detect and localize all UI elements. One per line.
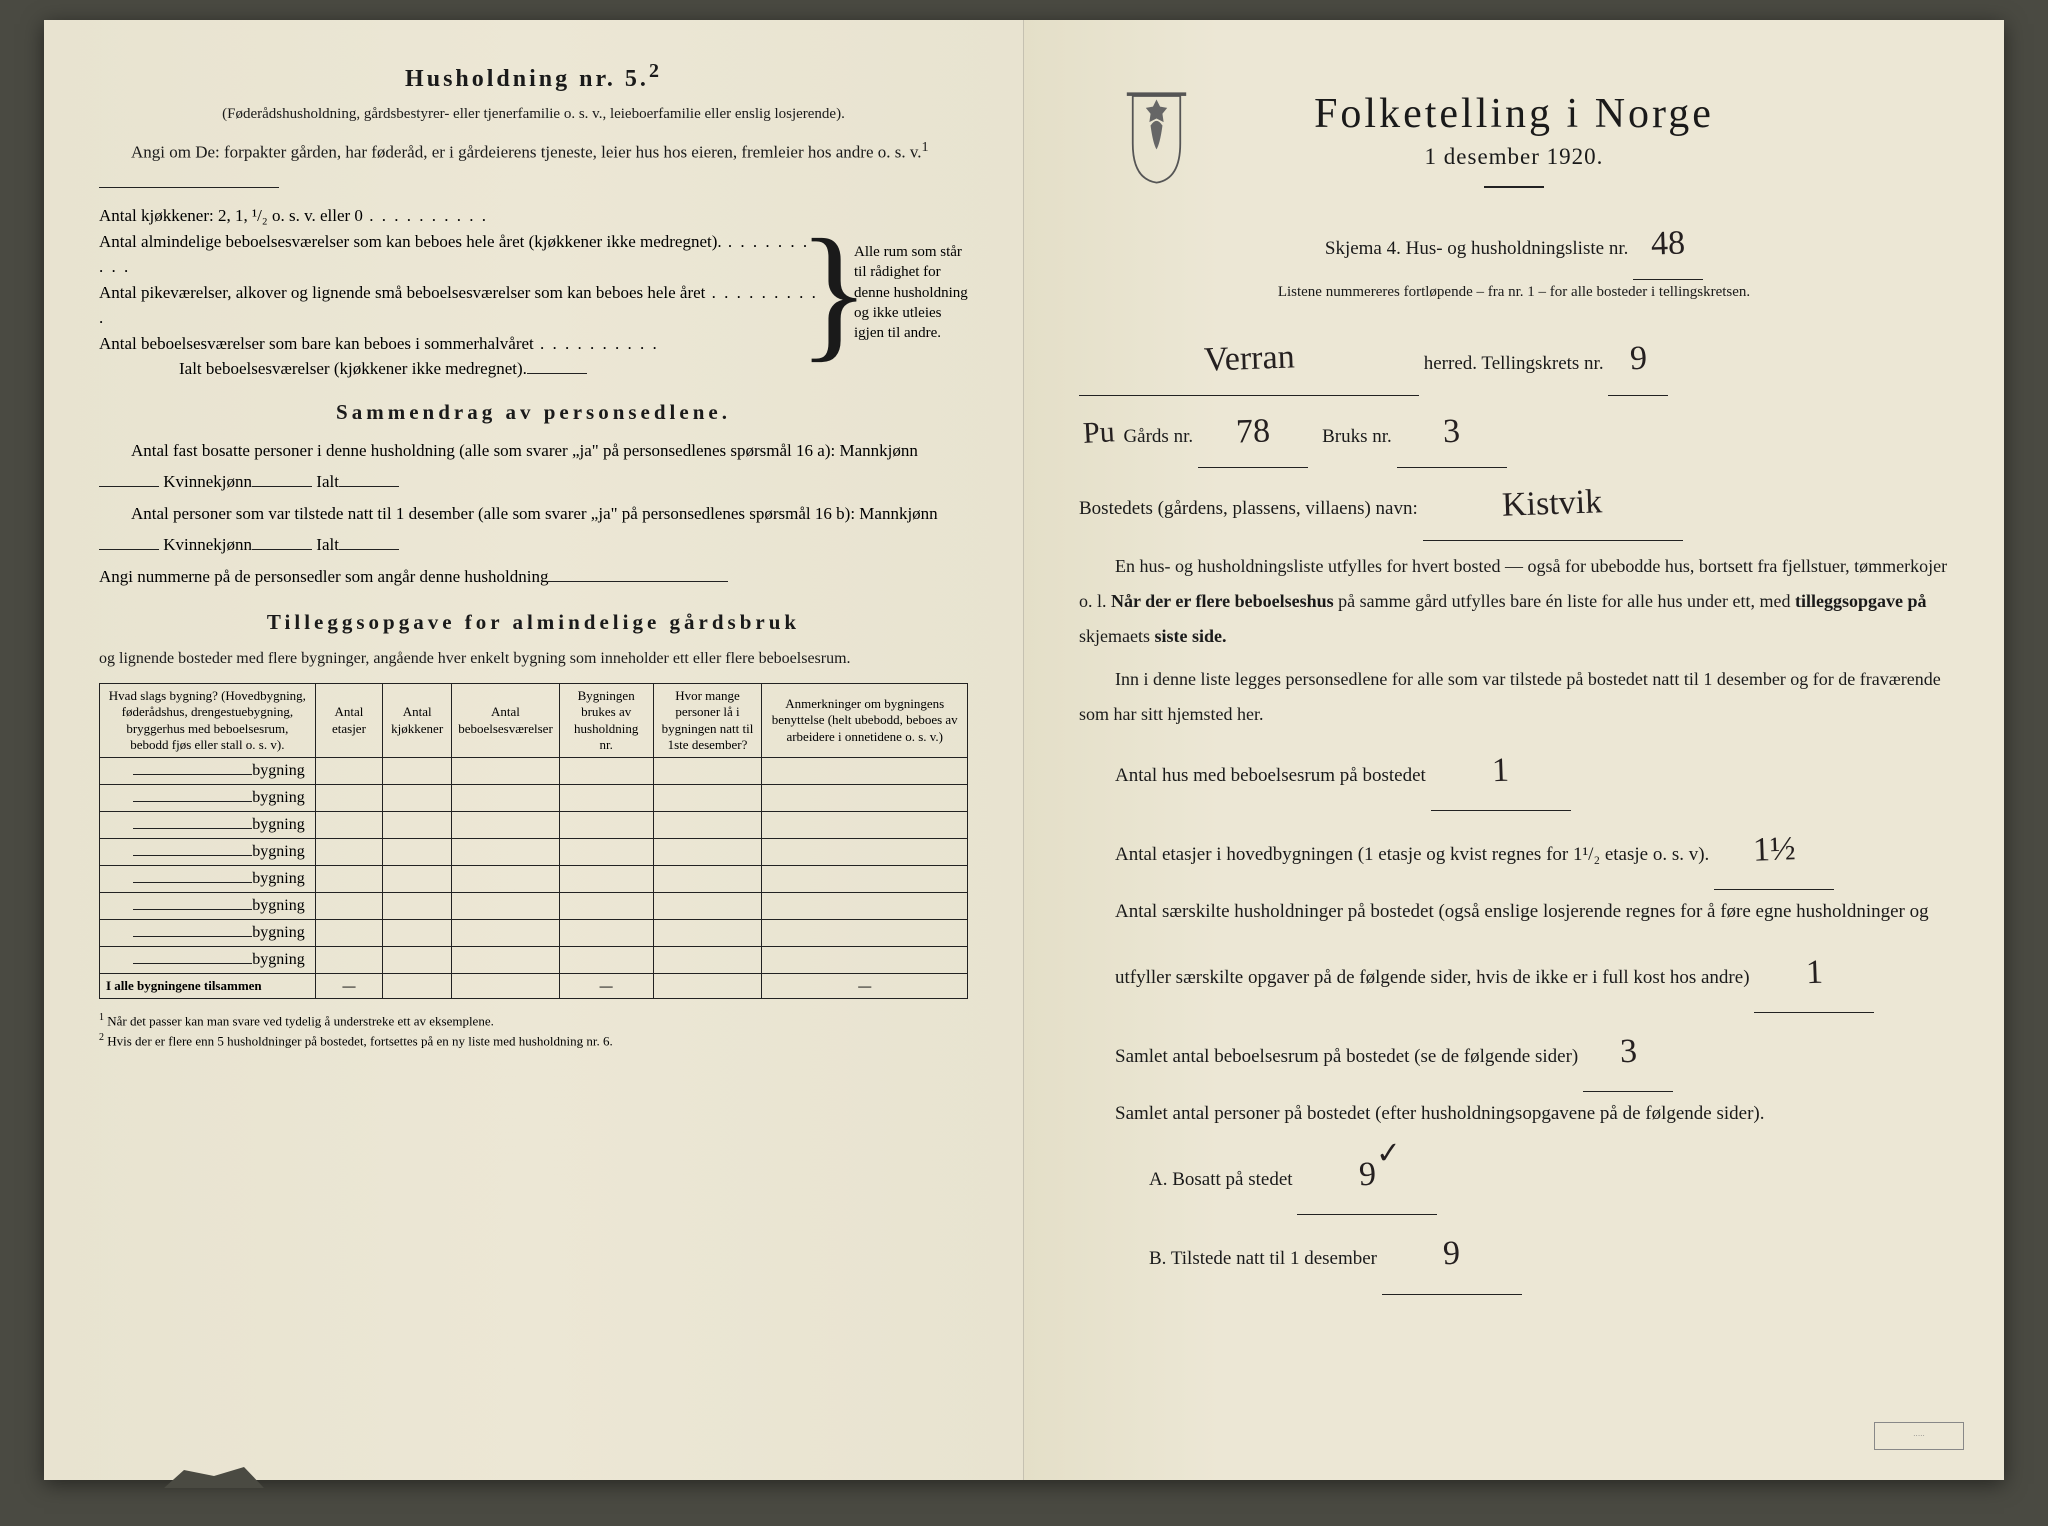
herred-line: Verran herred. Tellingskrets nr. 9 (1079, 323, 1949, 395)
a1-value: 1 (1485, 732, 1517, 811)
q5-line: Samlet antal personer på bostedet (efter… (1115, 1092, 1949, 1136)
bosted-line: Bostedets (gårdens, plassens, villaens) … (1079, 468, 1949, 540)
s-angi: Angi nummerne på de personsedler som ang… (99, 561, 968, 592)
gards-value: 78 (1229, 395, 1277, 468)
table-row: bygning (100, 785, 968, 812)
s-line2: Antal personer som var tilstede natt til… (99, 498, 968, 561)
title-rule (1484, 186, 1544, 188)
h5-title-text: Husholdning nr. 5. (405, 66, 649, 92)
aB-value: 9 (1436, 1215, 1468, 1294)
liste-note: Listene nummereres fortløpende – fra nr.… (1079, 284, 1949, 301)
q3-line: Antal særskilte husholdninger på bostede… (1115, 890, 1949, 1013)
s-line1: Antal fast bosatte personer i denne hush… (99, 435, 968, 498)
tillegg-title: Tilleggsopgave for almindelige gårdsbruk (99, 610, 968, 635)
bruks-value: 3 (1436, 395, 1467, 467)
aA-check: ✓ (1370, 1118, 1407, 1189)
table-row: bygning (100, 839, 968, 866)
alm-line: Antal almindelige beboelsesværelser som … (99, 229, 820, 280)
footnote-1: Når det passer kan man svare ved tydelig… (107, 1013, 494, 1028)
th-6: Anmerkninger om bygningens benyttelse (h… (762, 684, 968, 758)
q4-line: Samlet antal beboelsesrum på bostedet (s… (1115, 1013, 1949, 1092)
sommer-line: Antal beboelsesværelser som bare kan beb… (99, 331, 820, 357)
bosted-value: Kistvik (1495, 466, 1610, 541)
th-3: Antal beboelsesværelser (452, 684, 560, 758)
table-row: bygning (100, 947, 968, 974)
coat-of-arms-icon (1119, 90, 1194, 185)
table-total-row: I alle bygningene tilsammen——— (100, 974, 968, 999)
page-tear (164, 1458, 264, 1488)
table-row: bygning (100, 866, 968, 893)
angi-fill (99, 187, 279, 188)
h5-title: Husholdning nr. 5.2 (99, 60, 968, 93)
th-1: Antal etasjer (315, 684, 382, 758)
angi-line: Angi om De: forpakter gården, har føderå… (99, 135, 968, 197)
qA-line: A. Bosatt på stedet 9 ✓ (1149, 1136, 1949, 1215)
prefix-value: Pu (1077, 400, 1120, 465)
angi-text: Angi om De: forpakter gården, har føderå… (131, 143, 922, 162)
gards-line: Pu Gårds nr. 78 Bruks nr. 3 (1079, 396, 1949, 468)
printer-stamp: ····· (1874, 1422, 1964, 1450)
th-5: Hvor mange personer lå i bygningen natt … (653, 684, 762, 758)
h5-sup: 2 (649, 60, 662, 82)
table-header-row: Hvad slags bygning? (Hovedbygning, føder… (100, 684, 968, 758)
kjokken-line: Antal kjøkkener: 2, 1, ¹/₂ o. s. v. elle… (99, 203, 820, 229)
table-row: bygning (100, 758, 968, 785)
header-block: Folketelling i Norge 1 desember 1920. (1079, 90, 1949, 188)
th-0: Hvad slags bygning? (Hovedbygning, føder… (100, 684, 316, 758)
a3-value: 1 (1798, 934, 1830, 1013)
table-row: bygning (100, 893, 968, 920)
brace-note: Alle rum som står til rådighet for denne… (848, 203, 968, 382)
right-page: Folketelling i Norge 1 desember 1920. Sk… (1024, 20, 2004, 1480)
qB-line: B. Tilstede natt til 1 desember 9 (1149, 1215, 1949, 1294)
footnotes: 1 Når det passer kan man svare ved tydel… (99, 1011, 968, 1050)
main-title: Folketelling i Norge (1079, 90, 1949, 138)
para-2: Inn i denne liste legges personsedlene f… (1079, 662, 1949, 732)
left-page: Husholdning nr. 5.2 (Føderådshusholdning… (44, 20, 1024, 1480)
h5-subtitle: (Føderådshusholdning, gårdsbestyrer- ell… (99, 101, 968, 127)
angi-sup: 1 (922, 139, 929, 155)
ialt-line: Ialt beboelsesværelser (kjøkkener ikke m… (99, 356, 820, 382)
a2-value: 1½ (1745, 810, 1802, 890)
skjema-line: Skjema 4. Hus- og husholdningsliste nr. … (1079, 208, 1949, 280)
document-spread: Husholdning nr. 5.2 (Føderådshusholdning… (44, 20, 2004, 1480)
th-2: Antal kjøkkener (383, 684, 452, 758)
liste-nr-value: 48 (1644, 207, 1692, 280)
table-row: bygning (100, 812, 968, 839)
tillegg-sub: og lignende bosteder med flere bygninger… (99, 645, 968, 673)
ialt-fill (527, 373, 587, 374)
herred-value: Verran (1196, 322, 1301, 397)
brace-block: Antal kjøkkener: 2, 1, ¹/₂ o. s. v. elle… (99, 203, 968, 382)
footnote-2: Hvis der er flere enn 5 husholdninger på… (107, 1033, 612, 1048)
q1-line: Antal hus med beboelsesrum på bostedet 1 (1115, 732, 1949, 811)
brace-left: Antal kjøkkener: 2, 1, ¹/₂ o. s. v. elle… (99, 203, 820, 382)
krets-value: 9 (1623, 323, 1654, 395)
q2-line: Antal etasjer i hovedbygningen (1 etasje… (1115, 811, 1949, 890)
a4-value: 3 (1612, 1013, 1644, 1092)
date-subtitle: 1 desember 1920. (1079, 144, 1949, 170)
brace-icon: } (820, 203, 848, 382)
th-4: Bygningen brukes av husholdning nr. (559, 684, 653, 758)
pike-line: Antal pikeværelser, alkover og lignende … (99, 280, 820, 331)
tillegg-table: Hvad slags bygning? (Hovedbygning, føder… (99, 683, 968, 999)
sammendrag-title: Sammendrag av personsedlene. (99, 400, 968, 425)
para-1: En hus- og husholdningsliste utfylles fo… (1079, 549, 1949, 654)
table-row: bygning (100, 920, 968, 947)
